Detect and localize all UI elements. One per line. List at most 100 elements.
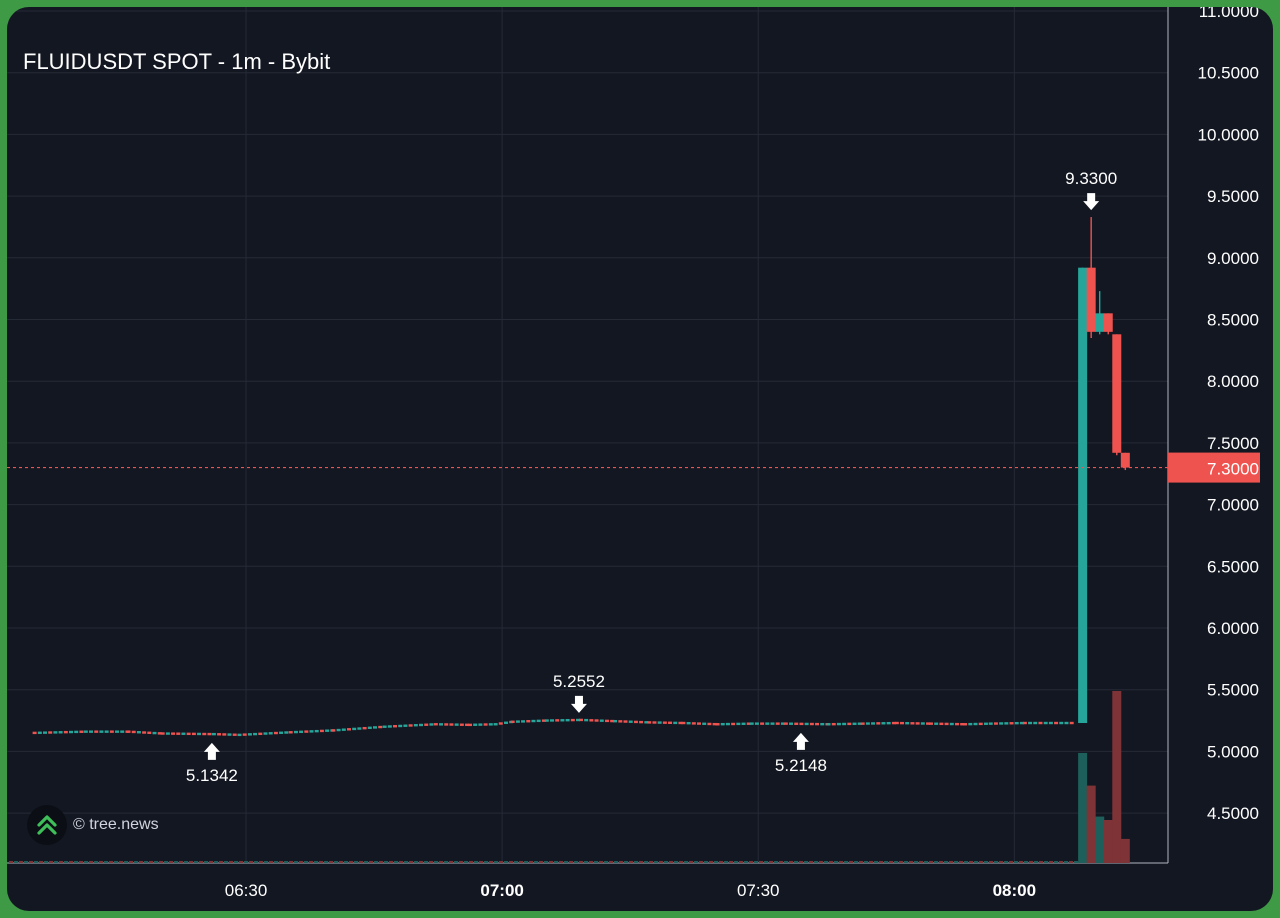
candle-small [181,732,186,735]
volume-bar-small [984,861,988,863]
candle-small [314,729,319,733]
candle-small [550,719,555,722]
volume-bar-small [204,861,208,863]
volume-bar-small [309,861,313,863]
candle-small [576,718,581,722]
volume-bar-small [904,861,908,863]
volume-bar-small [519,861,523,863]
y-tick-label: 6.0000 [1207,619,1259,638]
candle-small [960,723,965,726]
candle-small [968,722,973,726]
candle-small [319,729,324,733]
candle-small [604,719,609,723]
volume-bar-small [429,861,433,863]
volume-bar-small [464,861,468,863]
volume-bar-small [664,861,668,863]
price-chart[interactable]: 11.0000 10.5000 10.0000 9.5000 9.0000 8.5000 8… [7,7,1273,911]
volume-bar-small [479,861,483,863]
candle-small [211,732,216,736]
high-marker-arrow-icon [570,695,587,713]
candle-small [439,723,444,726]
volume-bar-small [149,861,153,863]
candle-small [836,722,841,726]
volume-bar-small [939,861,943,863]
candle-small [433,723,438,726]
volume-bar-small [24,861,28,863]
volume-bar-small [549,861,553,863]
candle-small [954,722,959,726]
volume-bar-small [1059,861,1063,863]
volume-bar-small [654,861,658,863]
y-tick-label: 8.0000 [1207,372,1259,391]
candle-small [444,723,449,726]
volume-bar-small [774,861,778,863]
volume-bar-small [529,861,533,863]
volume-bar-small [899,861,903,863]
volume-bar-small [714,861,718,863]
candle-small [459,723,464,726]
y-tick-label: 6.5000 [1207,557,1259,576]
y-tick-label: 11.0000 [1199,7,1259,21]
volume-bar-small [29,861,33,863]
candle-small [681,721,686,725]
candle-small [1069,721,1074,725]
volume-bar-small [644,861,648,863]
candle-small [142,731,147,734]
volume-bar-small [209,861,213,863]
candle-small [775,722,780,725]
candle-small [973,722,978,726]
volume-bar-small [259,861,263,863]
candle-small [783,722,788,725]
volume-bar-small [934,861,938,863]
candle-small [881,722,886,725]
volume-bar-small [1044,861,1048,863]
volume-bar-small [494,861,498,863]
volume-bar-small [159,861,163,863]
volume-bar-small [44,861,48,863]
candle-small [652,721,657,724]
volume-bar-small [499,861,503,863]
volume-bar-small [814,861,818,863]
candle-small [120,730,125,733]
candle-small [488,723,493,726]
candle-small [860,722,865,725]
volume-bar-small [989,861,993,863]
volume-bar-small [629,861,633,863]
volume-bar-small [409,861,413,863]
candle-small [83,730,88,733]
volume-bar-small [124,861,128,863]
volume-bar-small [789,861,793,863]
candle-small [536,719,541,723]
volume-bar-small [809,861,813,863]
candle-small [109,730,114,733]
candle-small [905,722,910,725]
candle-small [498,722,503,725]
candle-small [331,729,336,732]
candle-small [207,732,212,736]
candle-small [715,723,720,726]
volume-bar-small [674,861,678,863]
candle-small [939,722,944,726]
candle-small [493,723,498,726]
volume-bar-small [39,861,43,863]
volume-bar-small [459,861,463,863]
candle-small [147,731,152,734]
volume-bar-small [854,861,858,863]
candle-small [79,730,84,733]
candle-small [515,720,520,723]
candle-small [387,725,392,728]
candle-small [560,719,565,722]
y-tick-label: 7.5000 [1207,434,1259,453]
candle-small [346,728,351,731]
candle-body [1095,313,1105,332]
volume-bar-small [609,861,613,863]
volume-bar-small [379,861,383,863]
candle-small [780,722,785,725]
volume-bar-small [879,861,883,863]
price-annotation: 5.1342 [186,766,238,785]
y-tick-label: 5.5000 [1207,681,1259,700]
candle-small [668,721,673,724]
candle-small [686,722,691,725]
candle-small [589,719,594,722]
volume-bar-small [784,861,788,863]
